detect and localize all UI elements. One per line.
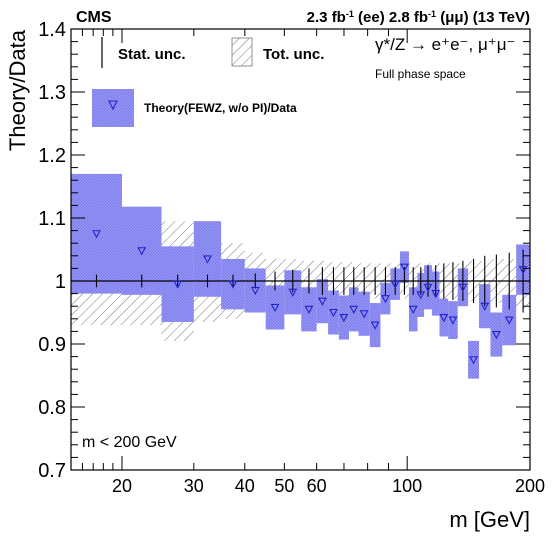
theory-marker: [448, 316, 458, 325]
process-label: γ*/Z → e⁺e⁻, μ⁺μ⁻: [375, 35, 516, 54]
theory-uncertainty-box: [468, 340, 480, 379]
theory-marker: [469, 356, 478, 365]
theory-marker: [339, 313, 349, 323]
y-tick-label: 1: [55, 271, 66, 293]
theory-uncertainty-box: [71, 173, 122, 294]
theory-uncertainty-band: [71, 173, 530, 379]
theory-uncertainty-box: [448, 301, 458, 339]
theory-uncertainty-box: [380, 282, 391, 315]
y-axis: 0.7 0.8 0.9 1 1.1 1.2 1.3 1.4: [38, 19, 530, 482]
theory-marker: [250, 286, 260, 296]
theory-marker: [228, 280, 238, 289]
legend-theory-label: Theory(FEWZ, w/o PI)/Data: [144, 101, 297, 115]
theory-markers: [92, 230, 528, 365]
theory-marker: [439, 313, 449, 323]
theory-marker: [518, 266, 528, 275]
theory-uncertainty-box: [301, 287, 317, 332]
legend-stat-unc-label: Stat. unc.: [118, 46, 186, 63]
theory-marker: [92, 230, 101, 239]
theory-marker: [431, 290, 441, 299]
theory-marker: [288, 288, 298, 298]
y-tick-label: 1.1: [38, 208, 66, 230]
y-tick-label: 0.7: [38, 460, 66, 482]
theory-marker: [370, 321, 380, 330]
y-tick-label: 1.3: [38, 82, 66, 104]
y-tick-label: 0.9: [38, 334, 66, 356]
theory-marker: [329, 308, 338, 318]
theory-uncertainty-box: [439, 298, 449, 337]
legend-tot-unc-label: Tot. unc.: [263, 46, 324, 63]
theory-marker: [381, 295, 390, 304]
theory-uncertainty-box: [265, 285, 285, 330]
luminosity-label: 2.3 fb-1 (ee) 2.8 fb-1 (μμ) (13 TeV): [307, 9, 530, 26]
theory-uncertainty-box: [369, 303, 381, 348]
plot-frame: [70, 28, 531, 471]
theory-uncertainty-box: [328, 290, 339, 335]
theory-marker: [137, 247, 147, 256]
y-tick-label: 1.4: [38, 19, 66, 41]
theory-uncertainty-box: [408, 287, 418, 332]
legend-theory-marker: [108, 100, 118, 111]
theory-marker: [480, 302, 490, 311]
theory-marker: [504, 316, 514, 325]
theory-uncertainty-box: [490, 312, 503, 357]
x-tick-label: 40: [235, 476, 255, 496]
stat-uncertainty-bars: [95, 249, 524, 313]
theory-uncertainty-box: [348, 287, 359, 332]
theory-marker: [408, 305, 418, 315]
y-tick-label: 1.2: [38, 145, 66, 167]
x-tick-label: 50: [274, 476, 294, 496]
theory-marker: [491, 331, 501, 340]
theory-uncertainty-box: [358, 291, 370, 336]
theory-uncertainty-box: [502, 294, 517, 346]
theory-marker: [270, 303, 280, 313]
x-tick-label: 30: [184, 476, 204, 496]
theory-marker: [423, 283, 433, 292]
theory-marker: [317, 297, 327, 306]
y-tick-label: 0.8: [38, 397, 66, 419]
theory-marker: [400, 263, 409, 272]
x-tick-label: 20: [112, 476, 132, 496]
theory-uncertainty-box: [316, 279, 329, 324]
theory-marker: [416, 291, 426, 300]
mass-cut-label: m < 200 GeV: [82, 434, 177, 451]
theory-uncertainty-box: [244, 268, 266, 313]
y-axis-title: Theory/Data: [5, 29, 30, 151]
legend-tot-unc-swatch: [231, 37, 253, 67]
phase-space-label: Full phase space: [375, 67, 466, 81]
theory-marker: [304, 305, 314, 315]
theory-marker: [458, 283, 468, 292]
theory-marker: [173, 280, 183, 289]
theory-marker: [359, 310, 369, 319]
theory-uncertainty-box: [338, 295, 349, 340]
x-axis: 20 30 40 50 60 100 200: [70, 29, 545, 496]
x-tick-label: 200: [515, 476, 545, 496]
theory-marker: [203, 255, 212, 264]
theory-marker: [390, 280, 400, 289]
x-tick-label: 100: [392, 476, 422, 496]
x-axis-title: m [GeV]: [449, 507, 530, 532]
theory-marker: [349, 305, 359, 315]
experiment-label: CMS: [76, 9, 112, 26]
x-tick-label: 60: [307, 476, 327, 496]
